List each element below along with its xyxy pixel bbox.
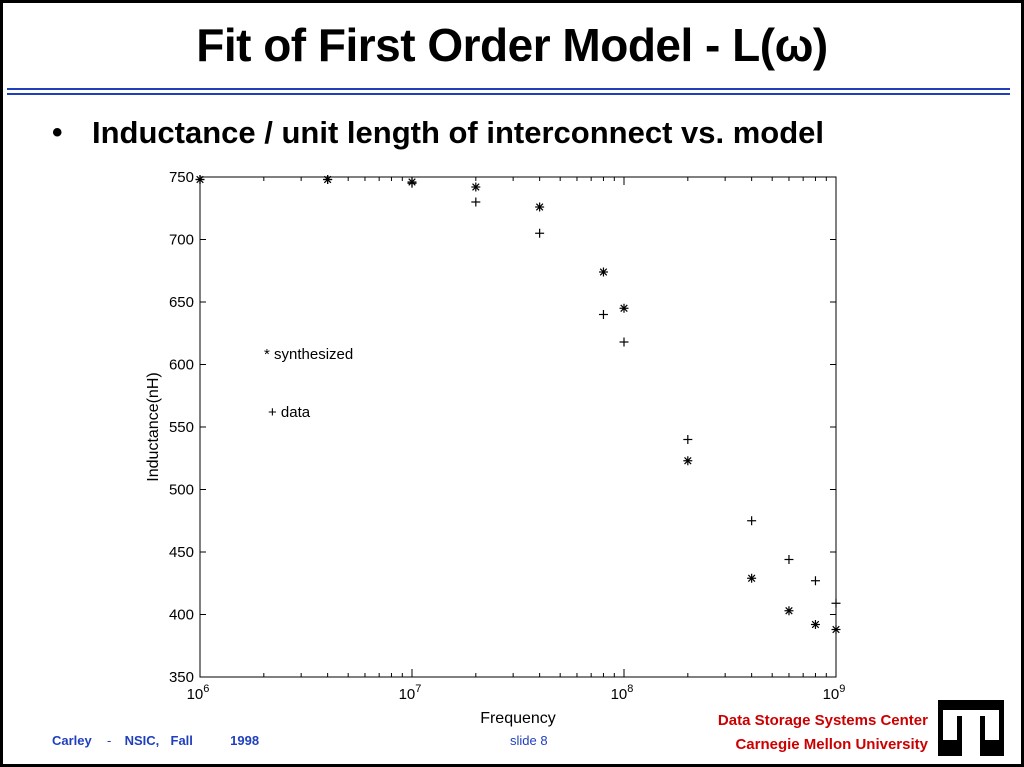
data-point-star: [747, 573, 757, 583]
data-point-plus: [598, 310, 608, 319]
data-point-plus: [683, 435, 693, 444]
y-tick-label: 500: [169, 482, 194, 499]
y-tick-label: 700: [169, 232, 194, 249]
data-point-plus: [810, 576, 820, 586]
x-axis-label: Frequency: [480, 710, 556, 727]
y-axis-label: Inductance(nH): [145, 372, 162, 481]
data-point-plus: [831, 598, 841, 608]
data-point-plus: [784, 555, 794, 564]
footer-separator: -: [107, 733, 112, 748]
data-point-plus: [747, 516, 757, 526]
x-tick-label: 106: [187, 683, 210, 703]
data-point-plus: [407, 178, 417, 188]
footer-author: Carley: [52, 733, 92, 748]
y-tick-label: 350: [169, 669, 194, 686]
data-point-star: [784, 606, 794, 616]
footer-course: NSIC,: [124, 733, 160, 748]
data-point-plus: [535, 228, 545, 238]
data-point-star: [810, 620, 820, 629]
title-rule-bottom: [7, 93, 1010, 95]
data-point-plus: [471, 197, 481, 207]
data-point-plus: [195, 175, 205, 184]
x-tick-label: 108: [611, 683, 634, 703]
data-point-star: [598, 267, 608, 277]
x-tick-label: 107: [399, 683, 422, 703]
chart-svg: 350 400 450 500 550 600 650 700 750 106 107 108 109 F…: [145, 169, 846, 727]
bullet-text: Inductance / unit length of interconnect…: [92, 115, 825, 150]
plot-frame: [199, 176, 837, 678]
slide-label: slide: [510, 733, 537, 748]
university-logo: [938, 700, 1004, 756]
y-tick-label: 450: [169, 544, 194, 561]
y-tick-label: 750: [169, 169, 194, 186]
data-point-star: [535, 202, 545, 212]
footer-citation: Carley - NSIC, Fall 1998: [52, 733, 259, 748]
org-line-1: Data Storage Systems Center: [717, 712, 928, 729]
org-line-2: Carnegie Mellon University: [735, 736, 928, 753]
data-point-star: [619, 303, 629, 313]
data-point-plus: [323, 175, 333, 184]
title-rule-top: [7, 88, 1010, 90]
legend-data: + data: [268, 404, 311, 421]
slide-number: 8: [540, 733, 548, 748]
footer-year: 1998: [230, 733, 260, 748]
data-point-plus: [619, 337, 629, 347]
footer-term: Fall: [170, 733, 193, 748]
y-tick-label: 600: [169, 357, 194, 374]
bullet-dot: •: [52, 116, 63, 149]
y-tick-label: 400: [169, 607, 194, 624]
data-point-star: [831, 625, 841, 634]
x-tick-label: 109: [823, 683, 846, 703]
legend-synthesized: * synthesized: [264, 346, 353, 363]
y-tick-label: 550: [169, 419, 194, 436]
inductance-chart: 350 400 450 500 550 600 650 700 750 106 107 108 109 F…: [140, 165, 870, 730]
data-point-star: [683, 456, 693, 466]
y-tick-label: 650: [169, 294, 194, 311]
slide-title: Fit of First Order Model - L(ω): [196, 19, 828, 71]
data-point-star: [471, 182, 481, 192]
footer-slide-number: slide 8: [510, 733, 548, 748]
